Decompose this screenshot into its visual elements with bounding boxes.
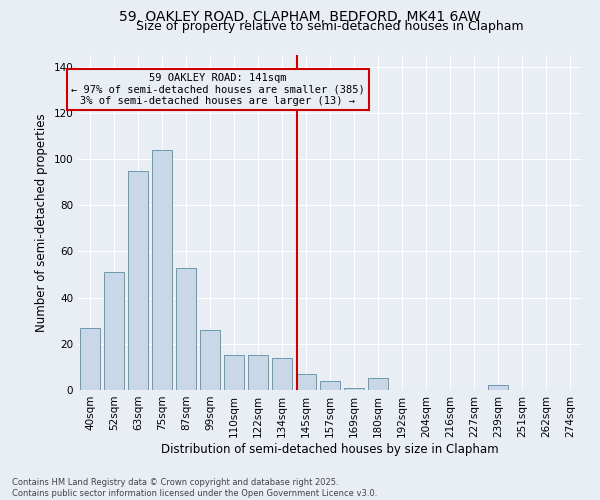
Bar [344, 388, 364, 390]
Bar [128, 170, 148, 390]
Y-axis label: Number of semi-detached properties: Number of semi-detached properties [35, 113, 48, 332]
Bar [176, 268, 196, 390]
Bar [200, 330, 220, 390]
X-axis label: Distribution of semi-detached houses by size in Clapham: Distribution of semi-detached houses by … [161, 442, 499, 456]
Bar [368, 378, 388, 390]
Title: Size of property relative to semi-detached houses in Clapham: Size of property relative to semi-detach… [136, 20, 524, 33]
Text: Contains HM Land Registry data © Crown copyright and database right 2025.
Contai: Contains HM Land Registry data © Crown c… [12, 478, 377, 498]
Bar [104, 272, 124, 390]
Bar [296, 374, 316, 390]
Bar [248, 356, 268, 390]
Bar [272, 358, 292, 390]
Bar [224, 356, 244, 390]
Bar [80, 328, 100, 390]
Bar [488, 386, 508, 390]
Bar [320, 381, 340, 390]
Bar [152, 150, 172, 390]
Text: 59 OAKLEY ROAD: 141sqm
← 97% of semi-detached houses are smaller (385)
3% of sem: 59 OAKLEY ROAD: 141sqm ← 97% of semi-det… [71, 73, 365, 106]
Text: 59, OAKLEY ROAD, CLAPHAM, BEDFORD, MK41 6AW: 59, OAKLEY ROAD, CLAPHAM, BEDFORD, MK41 … [119, 10, 481, 24]
